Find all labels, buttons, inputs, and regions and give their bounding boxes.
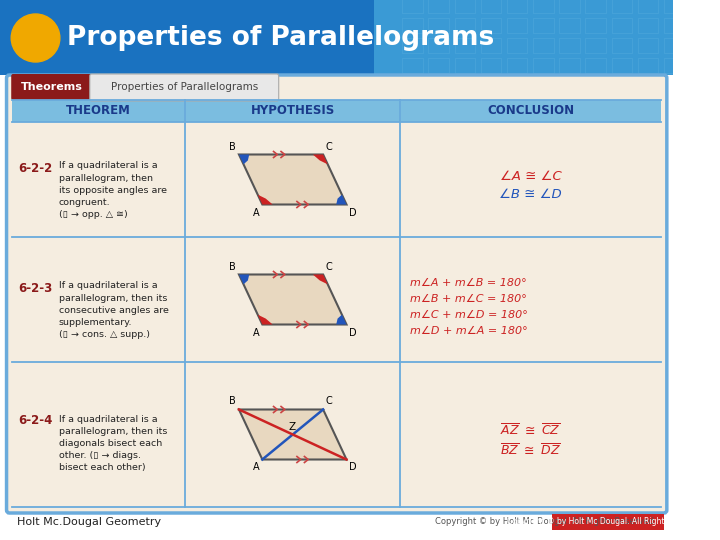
Text: ∠B ≅ ∠D: ∠B ≅ ∠D — [500, 187, 562, 200]
Text: Holt Mc.Dougal Geometry: Holt Mc.Dougal Geometry — [17, 517, 161, 527]
Text: C: C — [326, 396, 333, 407]
FancyBboxPatch shape — [374, 0, 673, 75]
FancyBboxPatch shape — [0, 0, 673, 75]
Polygon shape — [239, 409, 346, 460]
Text: D: D — [349, 462, 357, 472]
Text: C: C — [326, 261, 333, 272]
Text: ∠A ≅ ∠C: ∠A ≅ ∠C — [500, 170, 562, 183]
Text: HYPOTHESIS: HYPOTHESIS — [251, 105, 335, 118]
Text: Copyright © by Holt Mc Dougal. All Rights Reserved.: Copyright © by Holt Mc Dougal. All Right… — [507, 517, 708, 526]
Text: B: B — [230, 261, 236, 272]
Polygon shape — [258, 315, 273, 325]
Text: 6-2-2: 6-2-2 — [18, 161, 52, 174]
Text: Properties of Parallelograms: Properties of Parallelograms — [111, 82, 258, 92]
Text: Z: Z — [289, 422, 296, 433]
Text: m∠A + m∠B = 180°
m∠B + m∠C = 180°
m∠C + m∠D = 180°
m∠D + m∠A = 180°: m∠A + m∠B = 180° m∠B + m∠C = 180° m∠C + … — [410, 278, 528, 335]
Text: THEOREM: THEOREM — [66, 105, 131, 118]
FancyBboxPatch shape — [552, 514, 664, 530]
Text: 6-2-3: 6-2-3 — [18, 281, 52, 294]
Text: $\overline{AZ}$ $\cong$ $\overline{CZ}$: $\overline{AZ}$ $\cong$ $\overline{CZ}$ — [500, 422, 561, 438]
FancyBboxPatch shape — [90, 74, 279, 101]
Text: A: A — [253, 327, 259, 338]
Polygon shape — [239, 274, 249, 285]
Text: If a quadrilateral is a
parallelogram, then its
consecutive angles are
supplemen: If a quadrilateral is a parallelogram, t… — [59, 281, 168, 339]
Text: Theorems: Theorems — [20, 82, 82, 92]
Text: D: D — [349, 207, 357, 218]
FancyBboxPatch shape — [12, 74, 91, 100]
Text: C: C — [326, 141, 333, 152]
Polygon shape — [312, 154, 328, 164]
Text: 6-2-4: 6-2-4 — [18, 415, 52, 428]
Text: A: A — [253, 207, 259, 218]
Polygon shape — [239, 154, 249, 164]
Text: If a quadrilateral is a
parallelogram, then
its opposite angles are
congruent.
(: If a quadrilateral is a parallelogram, t… — [59, 161, 167, 219]
Text: Copyright © by Holt Mc Dougal. All Rights Reserved.: Copyright © by Holt Mc Dougal. All Right… — [435, 517, 657, 526]
FancyBboxPatch shape — [12, 100, 661, 122]
Polygon shape — [258, 194, 273, 205]
Polygon shape — [239, 274, 346, 325]
Text: B: B — [230, 141, 236, 152]
Text: B: B — [230, 396, 236, 407]
Polygon shape — [336, 315, 346, 325]
Text: A: A — [253, 462, 259, 472]
Text: CONCLUSION: CONCLUSION — [487, 105, 575, 118]
Text: Properties of Parallelograms: Properties of Parallelograms — [68, 25, 495, 51]
Text: $\overline{BZ}$ $\cong$ $\overline{DZ}$: $\overline{BZ}$ $\cong$ $\overline{DZ}$ — [500, 442, 561, 458]
Polygon shape — [336, 194, 346, 205]
Text: If a quadrilateral is a
parallelogram, then its
diagonals bisect each
other. (▯ : If a quadrilateral is a parallelogram, t… — [59, 415, 167, 472]
FancyBboxPatch shape — [6, 75, 667, 513]
Polygon shape — [239, 154, 346, 205]
Text: D: D — [349, 327, 357, 338]
Polygon shape — [312, 274, 328, 285]
Ellipse shape — [12, 14, 60, 62]
